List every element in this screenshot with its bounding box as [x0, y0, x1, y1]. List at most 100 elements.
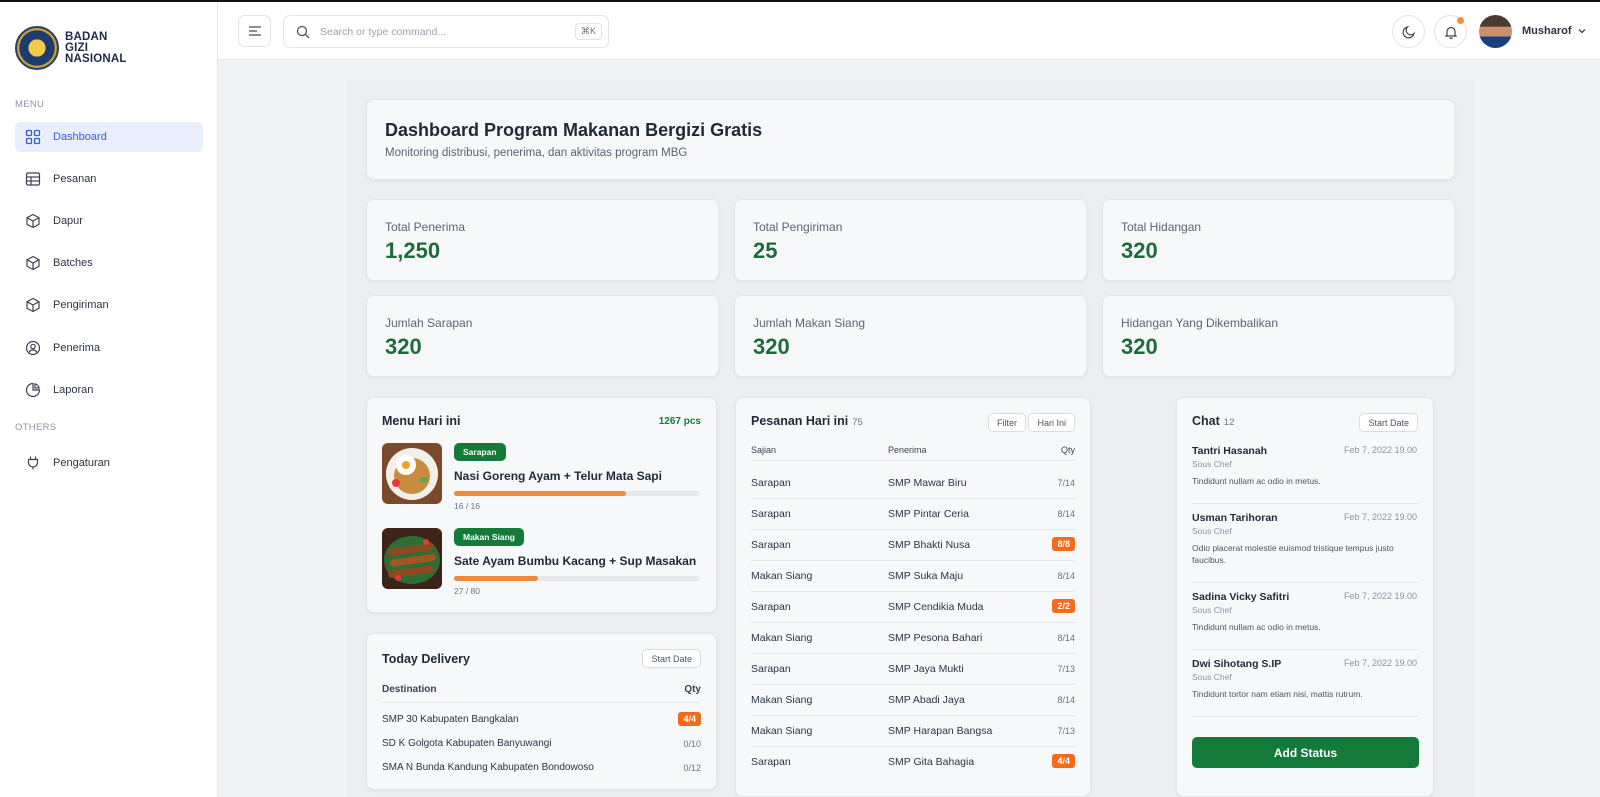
progress-bar	[454, 491, 700, 496]
start-date-button[interactable]: Start Date	[642, 649, 701, 668]
qty-value: 0/10	[683, 739, 701, 749]
column-header: Sajian	[751, 445, 777, 455]
chat-sender: Dwi Sihotang S.IP	[1192, 658, 1282, 670]
user-menu[interactable]: Musharof	[1522, 25, 1587, 37]
table-icon	[25, 172, 41, 186]
chat-card: Chat 12 Start Date Tantri Hasanah Feb 7, 2…	[1176, 397, 1434, 797]
order-sajian: Sarapan	[751, 663, 791, 675]
progress-bar	[454, 576, 700, 581]
period-button[interactable]: Hari Ini	[1028, 413, 1075, 432]
order-sajian: Makan Siang	[751, 570, 813, 582]
stat-value: 25	[753, 238, 778, 263]
divider	[751, 684, 1075, 685]
menu-item[interactable]: Makan Siang Sate Ayam Bumbu Kacang + Sup…	[382, 528, 702, 596]
order-sajian: Makan Siang	[751, 694, 813, 706]
table-row[interactable]: Sarapan SMP Mawar Biru 7/14	[736, 468, 1090, 499]
divider	[751, 653, 1075, 654]
menu-qty: 27 / 80	[454, 586, 480, 596]
table-row[interactable]: Sarapan SMP Cendikia Muda 2/2	[736, 592, 1090, 623]
search-input[interactable]	[320, 25, 560, 38]
stat-label: Jumlah Makan Siang	[753, 316, 866, 330]
brand-logo[interactable]: BADAN GIZI NASIONAL	[15, 26, 127, 70]
sidebar-item-label: Pengiriman	[53, 299, 109, 311]
chat-message[interactable]: Usman Tarihoran Feb 7, 2022 19.00 Sous Che…	[1177, 512, 1433, 591]
sidebar-item-dapur[interactable]: Dapur	[15, 206, 203, 236]
page-header-card: Dashboard Program Makanan Bergizi Gratis…	[366, 99, 1455, 180]
sidebar-item-pesanan[interactable]: Pesanan	[15, 164, 203, 194]
stat-value: 320	[1121, 238, 1158, 263]
divider	[751, 460, 1075, 461]
menu-section-label: MENU	[15, 99, 45, 110]
divider	[1192, 716, 1418, 717]
divider	[751, 622, 1075, 623]
dark-mode-toggle[interactable]	[1392, 15, 1425, 48]
sidebar-item-dashboard[interactable]: Dashboard	[15, 122, 203, 152]
table-row[interactable]: Sarapan SMP Jaya Mukti 7/13	[736, 654, 1090, 685]
add-status-button[interactable]: Add Status	[1192, 737, 1419, 768]
qty-badge: 8/8	[1052, 537, 1075, 551]
avatar[interactable]	[1479, 15, 1512, 48]
hamburger-icon	[248, 26, 261, 36]
divider	[1192, 649, 1418, 650]
sidebar-item-pengaturan[interactable]: Pengaturan	[15, 448, 203, 478]
sidebar-item-label: Batches	[53, 257, 93, 269]
chat-sender: Sadina Vicky Safitri	[1192, 591, 1290, 603]
stat-card: Jumlah Sarapan 320	[366, 295, 719, 377]
sidebar-item-label: Dapur	[53, 215, 83, 227]
column-header: Qty	[1060, 445, 1075, 455]
table-row[interactable]: Sarapan SMP Gita Bahagia 4/4	[736, 747, 1090, 778]
table-row[interactable]: Makan Siang SMP Harapan Bangsa 7/13	[736, 716, 1090, 747]
sidebar-item-batches[interactable]: Batches	[15, 248, 203, 278]
card-title: Chat 12	[1192, 414, 1234, 428]
chat-message[interactable]: Tantri Hasanah Feb 7, 2022 19.00 Sous Chef…	[1177, 445, 1433, 512]
divider	[382, 702, 701, 703]
divider	[751, 560, 1075, 561]
filter-button[interactable]: Filter	[988, 413, 1026, 432]
menu-item[interactable]: Sarapan Nasi Goreng Ayam + Telur Mata Sa…	[382, 443, 702, 511]
chat-text: Tindidunt tortor nam etiam nisi, mattis …	[1192, 689, 1363, 699]
notification-button[interactable]	[1434, 15, 1467, 48]
chat-message[interactable]: Sadina Vicky Safitri Feb 7, 2022 19.00 Sou…	[1177, 591, 1433, 658]
qty-badge: 2/2	[1052, 599, 1075, 613]
order-sajian: Makan Siang	[751, 632, 813, 644]
page-title: Dashboard Program Makanan Bergizi Gratis	[385, 120, 763, 140]
chat-text: Tindidunt nullam ac odio in metus.	[1192, 622, 1321, 632]
delivery-destination: SMP 30 Kabupaten Bangkalan	[382, 714, 519, 725]
order-penerima: SMP Harapan Bangsa	[888, 725, 993, 737]
column-header: Qty	[684, 684, 701, 695]
search-bar: ⌘K	[283, 15, 609, 48]
chat-time: Feb 7, 2022 19.00	[1343, 591, 1417, 601]
divider	[751, 715, 1075, 716]
sidebar-item-penerima[interactable]: Penerima	[15, 333, 203, 363]
table-row[interactable]: Makan Siang SMP Suka Maju 8/14	[736, 561, 1090, 592]
chat-text: Tindidunt nullam ac odio in metus.	[1192, 476, 1321, 486]
stat-value: 320	[1121, 334, 1158, 359]
start-date-button[interactable]: Start Date	[1359, 413, 1418, 432]
sidebar-toggle-button[interactable]	[238, 15, 271, 47]
chat-message[interactable]: Dwi Sihotang S.IP Feb 7, 2022 19.00 Sous C…	[1177, 658, 1433, 725]
table-row[interactable]: Makan Siang SMP Pesona Bahari 8/14	[736, 623, 1090, 654]
box-icon	[26, 213, 40, 229]
card-title: Today Delivery	[382, 652, 471, 666]
order-penerima: SMP Bhakti Nusa	[888, 539, 971, 551]
stat-value: 320	[753, 334, 790, 359]
qty-badge: 4/4	[678, 712, 701, 726]
table-row[interactable]: Makan Siang SMP Abadi Jaya 8/14	[736, 685, 1090, 716]
sidebar-item-laporan[interactable]: Laporan	[15, 375, 203, 405]
table-row[interactable]: Sarapan SMP Bhakti Nusa 8/8	[736, 530, 1090, 561]
chat-sender: Tantri Hasanah	[1192, 445, 1268, 457]
food-photo	[382, 443, 442, 504]
card-title-text: Pesanan Hari ini	[751, 414, 849, 428]
stat-label: Total Hidangan	[1121, 220, 1202, 234]
stat-card: Total Penerima 1,250	[366, 199, 719, 281]
table-row[interactable]: Sarapan SMP Pintar Ceria 8/14	[736, 499, 1090, 530]
qty-value: 8/14	[1057, 633, 1075, 643]
sidebar-item-label: Pengaturan	[53, 457, 110, 469]
bell-icon	[1444, 26, 1457, 39]
sidebar-item-pengiriman[interactable]: Pengiriman	[15, 290, 203, 320]
order-penerima: SMP Gita Bahagia	[888, 756, 975, 768]
qty-value: 8/14	[1057, 695, 1075, 705]
user-circle-icon	[25, 340, 41, 356]
stat-card: Total Pengiriman 25	[734, 199, 1087, 281]
delivery-destination: SMA N Bunda Kandung Kabupaten Bondowoso	[382, 762, 594, 773]
